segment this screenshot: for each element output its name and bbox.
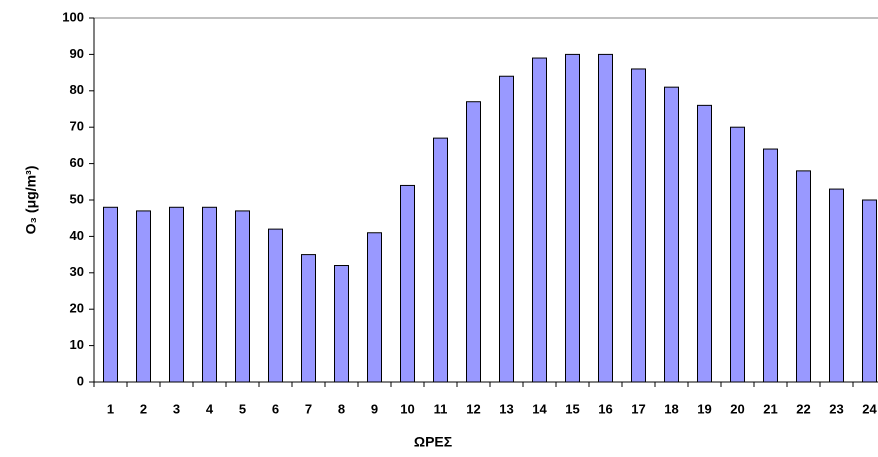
x-tick-label: 6 bbox=[272, 401, 279, 416]
x-tick-label: 3 bbox=[173, 401, 180, 416]
bar bbox=[334, 265, 349, 383]
bar bbox=[301, 254, 316, 383]
bar bbox=[829, 188, 844, 383]
bar bbox=[367, 232, 382, 383]
x-tick-label: 18 bbox=[664, 401, 678, 416]
x-tick-label: 12 bbox=[466, 401, 480, 416]
bar bbox=[565, 53, 580, 383]
y-tick-label: 10 bbox=[70, 337, 84, 352]
x-tick-label: 15 bbox=[565, 401, 579, 416]
x-tick-label: 16 bbox=[598, 401, 612, 416]
x-tick-label: 2 bbox=[140, 401, 147, 416]
bar bbox=[697, 104, 712, 383]
bar bbox=[268, 228, 283, 383]
x-tick-label: 17 bbox=[631, 401, 645, 416]
y-tick-label: 30 bbox=[70, 264, 84, 279]
bar bbox=[664, 86, 679, 383]
y-tick-label: 20 bbox=[70, 301, 84, 316]
x-axis-label: ΩΡΕΣ bbox=[414, 434, 452, 450]
x-tick-label: 22 bbox=[796, 401, 810, 416]
bar bbox=[466, 101, 481, 383]
bar bbox=[400, 184, 415, 383]
x-tick-label: 9 bbox=[371, 401, 378, 416]
y-tick-label: 40 bbox=[70, 228, 84, 243]
bar bbox=[202, 206, 217, 383]
x-tick-label: 1 bbox=[107, 401, 114, 416]
bar bbox=[763, 148, 778, 383]
x-tick-label: 20 bbox=[730, 401, 744, 416]
x-tick-label: 8 bbox=[338, 401, 345, 416]
y-axis-label: O₃ (μg/m³) bbox=[23, 166, 39, 235]
bar bbox=[598, 53, 613, 383]
x-tick-label: 14 bbox=[532, 401, 547, 416]
bar bbox=[235, 210, 250, 383]
y-tick-label: 0 bbox=[77, 373, 84, 388]
y-tick-label: 100 bbox=[62, 9, 84, 24]
bar bbox=[631, 68, 646, 383]
bar bbox=[103, 206, 118, 383]
y-tick-label: 90 bbox=[70, 46, 84, 61]
bar bbox=[499, 75, 514, 383]
bar bbox=[796, 170, 811, 383]
x-tick-label: 24 bbox=[862, 401, 877, 416]
bar bbox=[433, 137, 448, 383]
x-tick-label: 19 bbox=[697, 401, 711, 416]
y-tick-label: 70 bbox=[70, 119, 84, 134]
bar bbox=[730, 126, 745, 383]
bar bbox=[532, 57, 547, 383]
x-tick-label: 21 bbox=[763, 401, 777, 416]
y-tick-label: 60 bbox=[70, 155, 84, 170]
x-tick-label: 7 bbox=[305, 401, 312, 416]
x-tick-label: 10 bbox=[400, 401, 414, 416]
y-tick-label: 80 bbox=[70, 82, 84, 97]
x-tick-label: 13 bbox=[499, 401, 513, 416]
x-tick-label: 4 bbox=[206, 401, 214, 416]
bar bbox=[136, 210, 151, 383]
x-tick-label: 5 bbox=[239, 401, 246, 416]
bar bbox=[169, 206, 184, 383]
y-tick-label: 50 bbox=[70, 191, 84, 206]
x-tick-label: 11 bbox=[434, 401, 448, 416]
bar bbox=[862, 199, 877, 383]
x-tick-label: 23 bbox=[829, 401, 843, 416]
